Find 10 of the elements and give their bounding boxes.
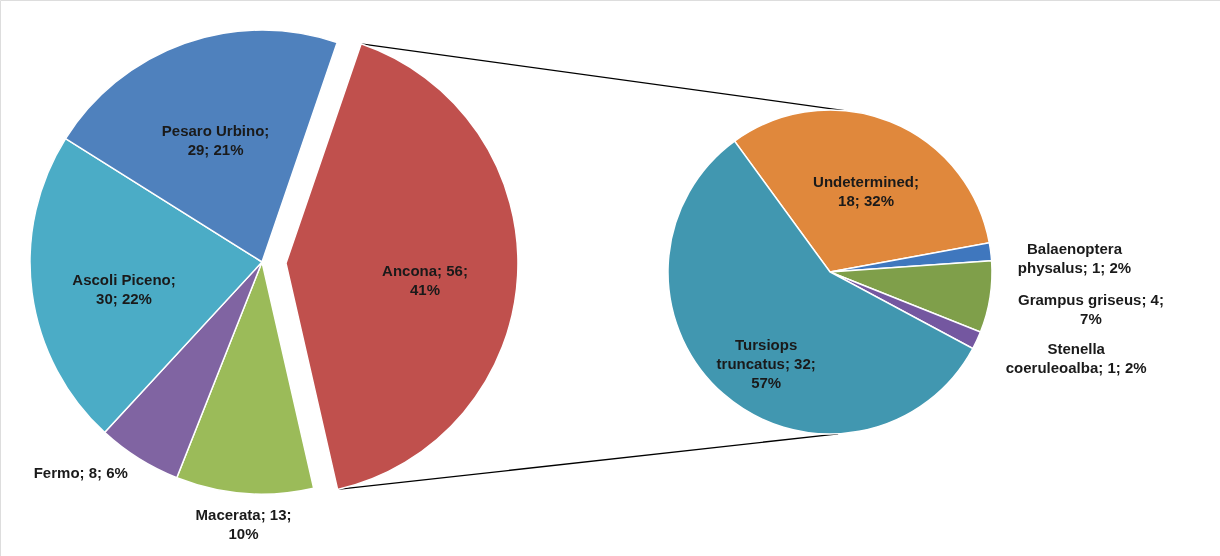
slice-label: Undetermined; 18; 32% bbox=[813, 172, 919, 209]
slice-label: Fermo; 8; 6% bbox=[33, 464, 128, 482]
slice-label: Stenella coeruleoalba; 1; 2% bbox=[1005, 339, 1147, 376]
slice-label: Tursiops truncatus; 32; 57% bbox=[716, 336, 816, 392]
slice-label: Pesaro Urbino; 29; 21% bbox=[161, 121, 270, 158]
slice-label: Ascoli Piceno; 30; 22% bbox=[72, 271, 176, 308]
slice-label: Balaenoptera physalus; 1; 2% bbox=[1017, 240, 1132, 277]
slice-label: Grampus griseus; 4; 7% bbox=[1018, 291, 1164, 328]
slice-label: Macerata; 13; 10% bbox=[195, 505, 292, 542]
slice-label: Ancona; 56; 41% bbox=[382, 261, 468, 298]
